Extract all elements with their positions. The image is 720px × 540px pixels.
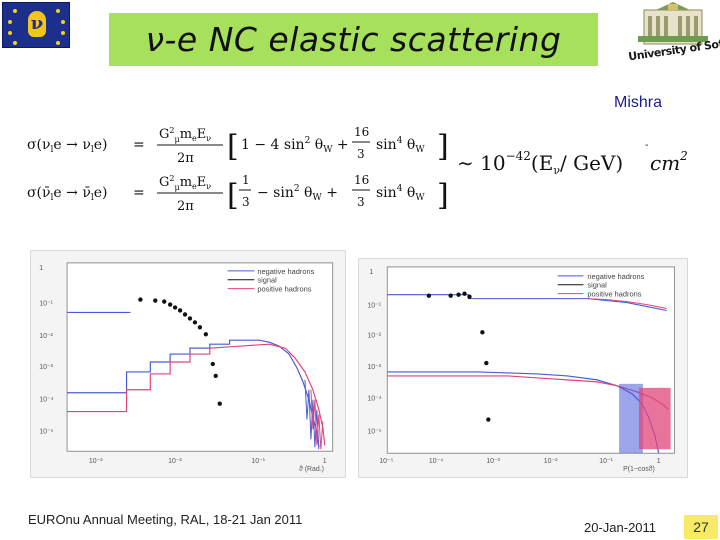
- legend: negative hadrons signal positive hadrons: [557, 272, 645, 299]
- svg-text:∼ 10−42(Eν/ GeV): ∼ 10−42(Eν/ GeV): [457, 149, 623, 177]
- y-tick-label: 10⁻¹: [39, 301, 53, 308]
- x-tick-label: 10⁻³: [486, 458, 500, 465]
- x-tick-label: 10⁻⁵: [379, 458, 393, 465]
- legend-signal: signal: [257, 276, 277, 285]
- x-tick-label: 10⁻²: [544, 458, 558, 465]
- svg-text:G2μmeEν: G2μmeEν: [159, 126, 211, 144]
- x-axis-label: ϑ (Rad.): [299, 466, 324, 473]
- y-tick-label: 10⁻³: [367, 364, 381, 371]
- x-tick-label: 10⁻¹: [599, 458, 613, 465]
- signal-points: [426, 291, 491, 422]
- y-tick-label: 10⁻²: [39, 333, 53, 340]
- x-tick-label: 10⁻³: [89, 458, 103, 465]
- x-tick-label: 10⁻²: [168, 458, 182, 465]
- y-tick-label: 10⁻⁵: [367, 428, 381, 435]
- energy-angle-plot: 1 10⁻¹ 10⁻² 10⁻³ 10⁻⁴ 10⁻⁵ 10⁻⁵ 10⁻⁴ 10⁻…: [358, 258, 688, 478]
- svg-text:3: 3: [357, 147, 365, 161]
- svg-text:16: 16: [354, 173, 369, 187]
- svg-text:3: 3: [242, 195, 250, 209]
- y-axis-ticks: 1 10⁻¹ 10⁻² 10⁻³ 10⁻⁴ 10⁻⁵: [367, 269, 381, 436]
- svg-text:sin4 θW: sin4 θW: [376, 136, 425, 155]
- footer-event: EUROnu Annual Meeting, RAL, 18-21 Jan 20…: [28, 512, 303, 527]
- svg-text:=: =: [133, 137, 145, 153]
- svg-text:2π: 2π: [177, 151, 194, 166]
- euronu-logo: ν: [2, 2, 70, 48]
- svg-text:G2μmeEν: G2μmeEν: [159, 174, 211, 192]
- y-tick-label: 10⁻⁴: [39, 397, 53, 404]
- x-tick-label: 1: [657, 458, 661, 465]
- y-tick-label: 10⁻²: [367, 332, 381, 339]
- svg-text:=: =: [133, 185, 145, 201]
- y-tick-label: 10⁻³: [39, 364, 53, 371]
- svg-text:[: [: [227, 129, 239, 164]
- svg-text:1: 1: [242, 173, 250, 187]
- x-tick-label: 1: [323, 458, 327, 465]
- svg-text:]: ]: [437, 178, 449, 213]
- svg-text:[: [: [227, 178, 239, 213]
- svg-text:3: 3: [357, 195, 365, 209]
- svg-text:-: -: [645, 140, 648, 151]
- author-name: Mishra: [613, 94, 662, 111]
- page-number: 27: [684, 515, 718, 539]
- y-axis-ticks: 1 10⁻¹ 10⁻² 10⁻³ 10⁻⁴ 10⁻⁵: [39, 265, 53, 436]
- svg-text:16: 16: [354, 125, 369, 139]
- legend-signal: signal: [587, 281, 607, 290]
- legend-negative-hadrons: negative hadrons: [587, 272, 644, 281]
- cross-section-approximation: ∼ 10−42(Eν/ GeV) - cm2: [457, 140, 688, 177]
- y-tick-label: 10⁻⁴: [367, 396, 381, 403]
- signal-points: [138, 297, 222, 406]
- svg-text:2π: 2π: [177, 199, 194, 214]
- formula-nue-lhs: σ(ν̄le → ν̄le): [27, 185, 108, 203]
- legend-positive-hadrons: positive hadrons: [257, 285, 311, 294]
- svg-text:sin4 θW: sin4 θW: [376, 184, 425, 203]
- angular-distribution-plot: 1 10⁻¹ 10⁻² 10⁻³ 10⁻⁴ 10⁻⁵ 10⁻³ 10⁻² 10⁻…: [30, 250, 346, 478]
- svg-text:− sin2 θW +: − sin2 θW +: [257, 184, 338, 203]
- x-axis-ticks: 10⁻³ 10⁻² 10⁻¹ 1: [89, 458, 327, 465]
- x-axis-label: P(1−cosϑ): [623, 466, 655, 473]
- svg-text:]: ]: [437, 129, 449, 164]
- positive-hadrons-histogram: [67, 343, 326, 446]
- svg-text:cm2: cm2: [650, 149, 688, 175]
- x-tick-label: 10⁻¹: [251, 458, 265, 465]
- y-tick-label: 10⁻¹: [367, 303, 381, 310]
- footer-date: 20-Jan-2011: [584, 520, 657, 535]
- y-tick-label: 1: [369, 269, 373, 276]
- title-banner: ν-e NC elastic scattering: [109, 13, 598, 66]
- cross-section-formulas: σ(νle → νle) = G2μmeEν 2π [ 1 − 4 sin2 θ…: [27, 125, 449, 214]
- university-building-logo: [638, 2, 708, 45]
- legend-negative-hadrons: negative hadrons: [257, 267, 314, 276]
- slide-title: ν-e NC elastic scattering: [145, 20, 562, 59]
- x-tick-label: 10⁻⁴: [429, 458, 443, 465]
- x-axis-ticks: 10⁻⁵ 10⁻⁴ 10⁻³ 10⁻² 10⁻¹ 1: [379, 458, 660, 465]
- svg-text:1 − 4 sin2 θW +: 1 − 4 sin2 θW +: [241, 136, 349, 155]
- y-tick-label: 1: [39, 265, 43, 272]
- legend: negative hadrons signal positive hadrons: [227, 267, 315, 294]
- y-tick-label: 10⁻⁵: [39, 428, 53, 435]
- formula-numu-lhs: σ(νle → νle): [27, 137, 108, 155]
- legend-positive-hadrons: positive hadrons: [587, 290, 641, 299]
